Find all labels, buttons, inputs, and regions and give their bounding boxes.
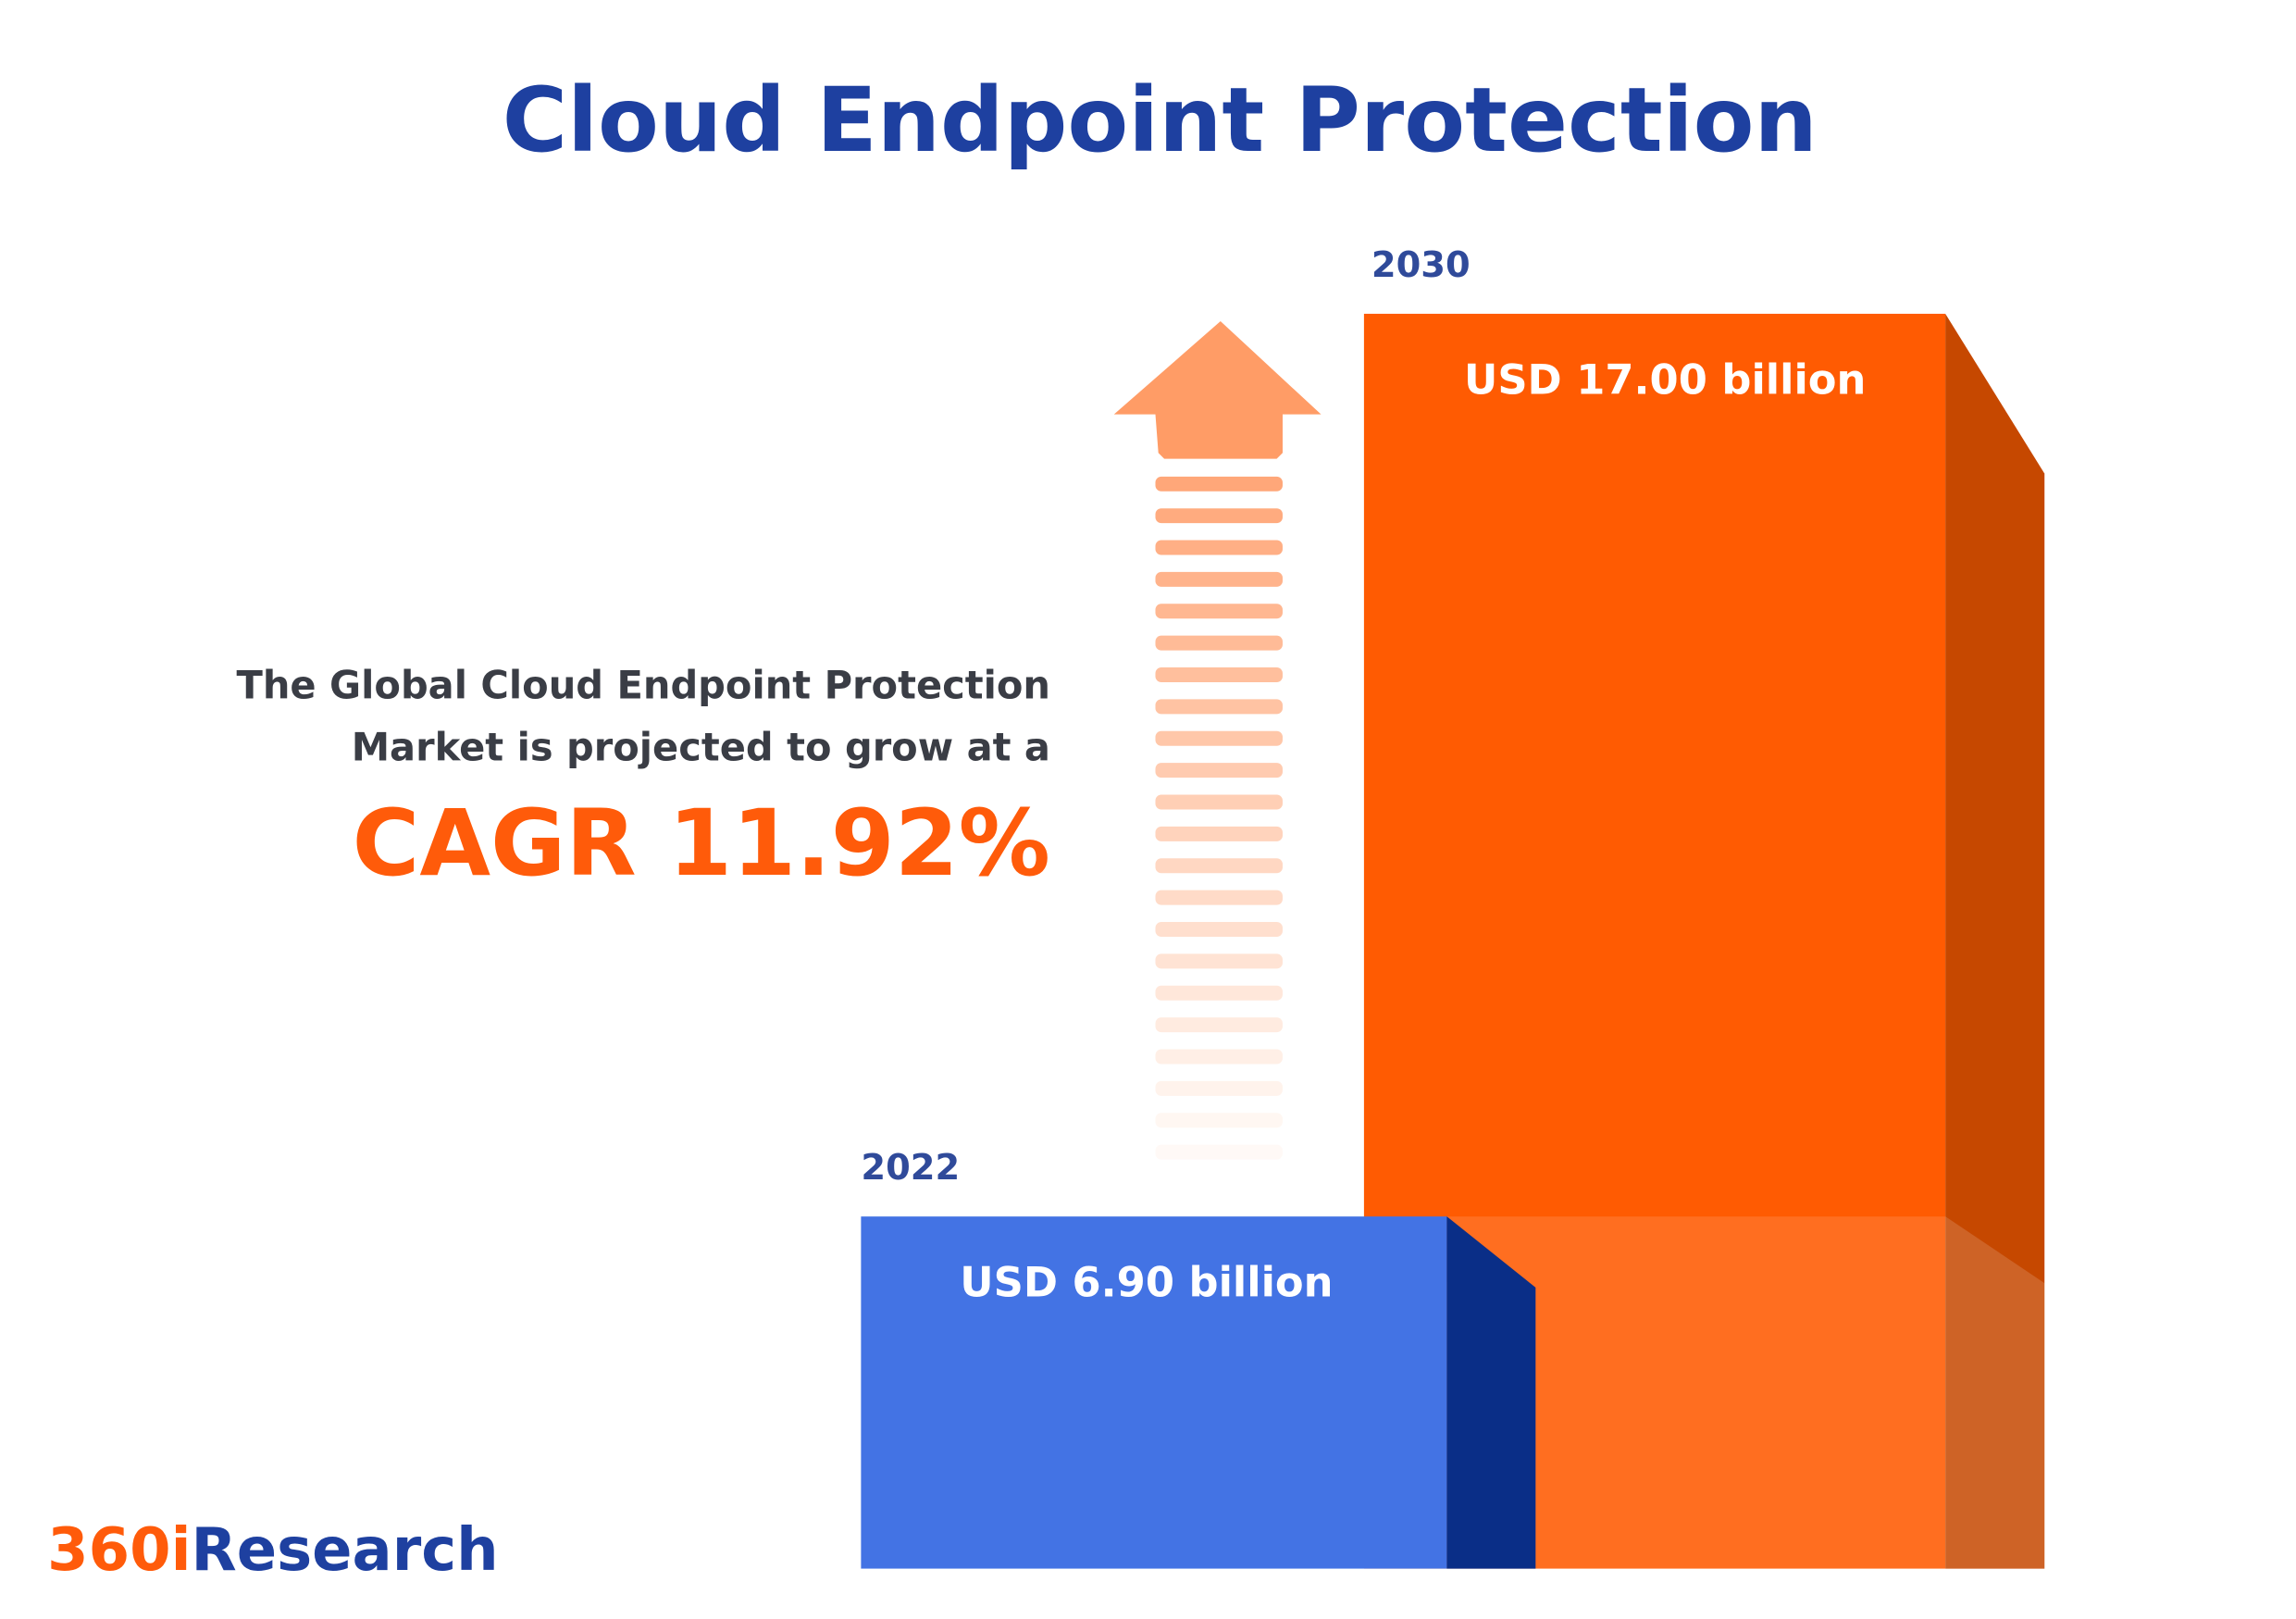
arrow-stripe bbox=[1155, 699, 1283, 715]
growth-arrow-icon bbox=[1113, 320, 1322, 1160]
arrow-stripe bbox=[1155, 540, 1283, 555]
bars: 2030 USD 17.00 billion 2022 USD 6.90 billio… bbox=[861, 244, 2045, 1569]
arrow-head bbox=[1113, 320, 1322, 459]
arrow-stripe bbox=[1155, 667, 1283, 683]
arrow-stripe bbox=[1155, 826, 1283, 841]
arrow-stripe bbox=[1155, 890, 1283, 905]
bar-side-overlap bbox=[1945, 1216, 2045, 1569]
arrow-stripe bbox=[1155, 508, 1283, 524]
arrow-stripe bbox=[1155, 794, 1283, 810]
cagr-value: CAGR 11.92% bbox=[353, 791, 1050, 897]
arrow-stripe bbox=[1155, 1080, 1283, 1096]
value-label-2022: USD 6.90 billion bbox=[960, 1257, 1333, 1306]
arrow-stripe bbox=[1155, 1144, 1283, 1160]
logo-part-2: Research bbox=[192, 1516, 499, 1585]
bar-2022 bbox=[861, 1216, 1447, 1569]
arrow-stripe bbox=[1155, 571, 1283, 587]
chart-title: Cloud Endpoint Protection bbox=[503, 68, 1818, 172]
arrow-stripe bbox=[1155, 1049, 1283, 1065]
arrow-stripe bbox=[1155, 730, 1283, 746]
arrow-stripe bbox=[1155, 1017, 1283, 1033]
logo: 360iResearch bbox=[47, 1516, 499, 1585]
description-line-2: Market is projected to grow at a bbox=[352, 725, 1050, 770]
year-label-2022: 2022 bbox=[861, 1147, 960, 1189]
arrow-stripe bbox=[1155, 953, 1283, 969]
arrow-stripe bbox=[1155, 763, 1283, 778]
year-label-2030: 2030 bbox=[1371, 244, 1471, 286]
arrow-stripe bbox=[1155, 476, 1283, 492]
bar-side-2022 bbox=[1446, 1216, 1536, 1569]
arrow-stripe bbox=[1155, 1113, 1283, 1128]
logo-part-1: 360i bbox=[47, 1516, 191, 1585]
bar-side-2030 bbox=[1945, 313, 2045, 1569]
arrow-stripe bbox=[1155, 985, 1283, 1001]
arrow-stripe bbox=[1155, 921, 1283, 937]
value-label-2030: USD 17.00 billion bbox=[1464, 355, 1866, 404]
description-line-1: The Global Cloud Endpoint Protection bbox=[237, 663, 1050, 708]
arrow-stripe bbox=[1155, 604, 1283, 619]
arrow-stripe bbox=[1155, 635, 1283, 651]
arrow-stripe bbox=[1155, 858, 1283, 874]
